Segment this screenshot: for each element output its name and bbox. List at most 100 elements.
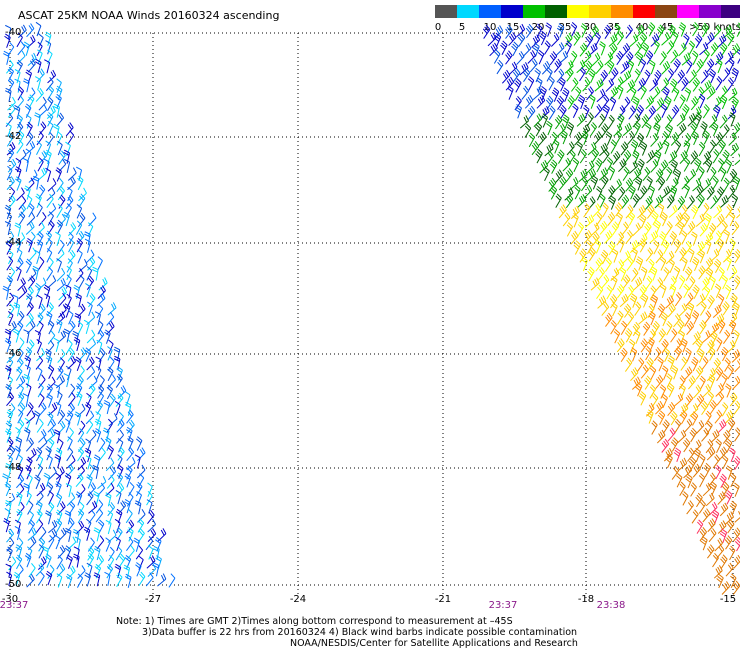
wind-barb — [645, 275, 653, 290]
wind-barb — [38, 96, 47, 111]
wind-barb — [696, 420, 705, 434]
wind-barb — [516, 23, 526, 38]
wind-barb — [539, 30, 547, 46]
wind-barb — [620, 60, 630, 74]
wind-barb — [555, 42, 565, 56]
wind-barb — [619, 293, 629, 308]
wind-barb — [549, 159, 558, 174]
wind-barb — [679, 247, 687, 262]
wind-barb — [685, 473, 693, 489]
wind-barb — [548, 105, 556, 120]
wind-barb — [722, 429, 731, 444]
wind-barb — [606, 59, 615, 75]
wind-barb — [626, 79, 636, 93]
wind-barb — [736, 49, 740, 64]
wind-barb — [24, 417, 31, 433]
wind-barb — [16, 491, 23, 507]
wind-barb — [676, 473, 683, 488]
wind-barb — [674, 292, 683, 307]
wind-barb — [671, 104, 680, 120]
wind-barb — [694, 157, 702, 173]
wind-barb — [670, 159, 678, 174]
wind-barb — [700, 301, 707, 316]
wind-barb — [653, 122, 661, 137]
wind-barb — [3, 50, 10, 65]
wind-barb — [558, 77, 566, 92]
wind-barb — [15, 257, 24, 272]
wind-barb — [650, 33, 660, 47]
wind-barb — [34, 112, 41, 127]
wind-barb — [679, 383, 686, 399]
wind-barb — [98, 437, 106, 452]
wind-barb — [591, 148, 600, 163]
wind-barb — [527, 76, 535, 91]
time-label: 23:37 — [0, 600, 29, 611]
wind-barb — [16, 50, 26, 65]
wind-barb — [691, 310, 700, 325]
wind-barb — [566, 67, 574, 82]
wind-barb — [713, 357, 721, 373]
wind-barb — [78, 193, 86, 208]
wind-barb — [117, 411, 124, 427]
wind-barb — [631, 267, 639, 283]
wind-barb — [65, 195, 74, 210]
wind-barb — [97, 285, 106, 299]
wind-barb — [660, 311, 668, 327]
wind-barb — [537, 49, 545, 65]
wind-barb — [706, 446, 716, 461]
wind-barb — [53, 103, 60, 118]
wind-barb — [583, 184, 593, 199]
wind-barb — [133, 537, 140, 552]
wind-barb — [731, 67, 739, 82]
wind-barb — [531, 141, 540, 156]
wind-barb — [88, 500, 98, 514]
wind-barb — [6, 392, 15, 406]
wind-barb — [23, 41, 30, 56]
wind-barb — [613, 328, 621, 344]
wind-barb — [709, 481, 717, 496]
wind-barb — [621, 43, 631, 57]
wind-barb — [661, 438, 670, 453]
wind-barb — [641, 42, 650, 57]
wind-barb — [106, 474, 115, 489]
wind-barb — [598, 167, 609, 181]
wind-barb — [712, 96, 722, 110]
wind-barb — [38, 429, 47, 443]
wind-barb — [645, 122, 652, 137]
wind-barb — [116, 454, 123, 469]
wind-barb — [712, 175, 719, 191]
wind-barb — [17, 41, 26, 56]
wind-barb — [588, 247, 596, 262]
wind-barb — [26, 141, 36, 155]
wind-barb — [38, 121, 47, 136]
wind-barb — [15, 554, 23, 570]
wind-barb — [116, 572, 123, 588]
wind-barb — [65, 483, 72, 498]
wind-barb — [639, 58, 647, 73]
wind-barb — [600, 249, 609, 265]
wind-barb — [721, 402, 729, 417]
wind-barb — [545, 22, 552, 37]
wind-barb — [76, 166, 83, 181]
wind-barb — [611, 221, 620, 236]
wind-barb — [94, 428, 102, 443]
wind-barb — [63, 328, 70, 343]
wind-barb — [97, 256, 103, 271]
wind-barb — [565, 168, 574, 183]
wind-barb — [734, 152, 740, 166]
wind-barb — [539, 85, 547, 101]
wind-barb — [7, 311, 14, 326]
wind-barb — [556, 23, 565, 38]
wind-barb — [622, 122, 632, 136]
wind-barb — [135, 545, 144, 560]
lon-label-21: -21 — [434, 594, 452, 605]
wind-barb — [5, 428, 12, 443]
wind-barb — [48, 437, 55, 453]
wind-barb — [18, 211, 26, 226]
wind-barb — [721, 274, 728, 290]
wind-barb — [698, 265, 706, 280]
wind-barb — [570, 22, 578, 37]
wind-barb — [731, 349, 740, 363]
wind-barb — [5, 563, 12, 578]
wind-barb — [732, 301, 740, 317]
